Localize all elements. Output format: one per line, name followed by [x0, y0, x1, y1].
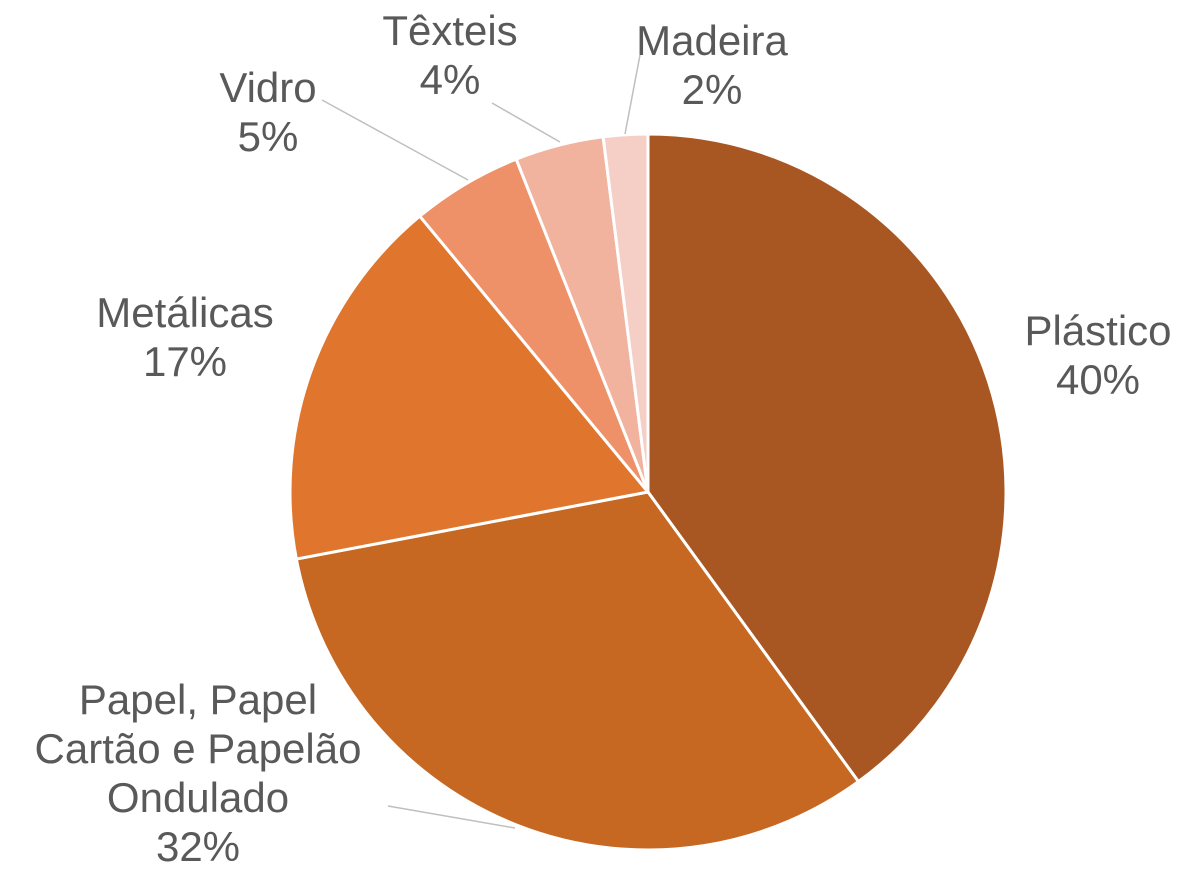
data-labels: Plástico 40% Papel, Papel Cartão e Papelão O… [35, 7, 1172, 870]
pie-slices [288, 132, 1008, 852]
data-label-texteis: Têxteis 4% [382, 7, 517, 103]
data-label-metalicas: Metálicas 17% [96, 289, 273, 385]
data-label-line: Têxteis [382, 7, 517, 54]
data-label-plastico: Plástico 40% [1024, 307, 1171, 403]
data-label-papel-papel: Papel, Papel Cartão e Papelão Ondulado 32% [35, 676, 362, 870]
data-label-line: Papel, Papel [79, 676, 317, 723]
pie-slice-madeira [601, 132, 650, 494]
data-label-line: 2% [682, 66, 743, 113]
data-label-line: 5% [238, 113, 299, 160]
data-label-line: Madeira [636, 17, 788, 64]
pie-slice-plastico [646, 132, 1008, 784]
leader-line-texteis [491, 102, 561, 143]
pie-slice-metalicas [288, 214, 650, 561]
leader-line-papel-papel [387, 805, 516, 829]
data-label-line: Vidro [219, 64, 316, 111]
data-label-line: 40% [1056, 356, 1140, 403]
leader-line-vidro [321, 99, 469, 181]
leader-lines [321, 54, 641, 829]
data-label-madeira: Madeira 2% [636, 17, 788, 113]
data-label-line: Ondulado [107, 774, 289, 821]
pie-slice-papel-papel [294, 490, 860, 852]
data-label-line: Cartão e Papelão [35, 725, 362, 772]
data-label-line: 4% [420, 56, 481, 103]
data-label-line: Plástico [1024, 307, 1171, 354]
data-label-line: 17% [143, 338, 227, 385]
leader-line-madeira [624, 54, 641, 135]
data-label-line: Metálicas [96, 289, 273, 336]
data-label-vidro: Vidro 5% [219, 64, 316, 160]
data-label-line: 32% [156, 823, 240, 870]
